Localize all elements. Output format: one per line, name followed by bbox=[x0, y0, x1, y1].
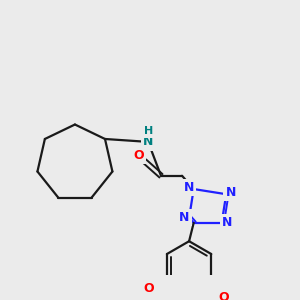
Text: O: O bbox=[219, 291, 230, 300]
Text: H: H bbox=[143, 126, 153, 136]
Text: O: O bbox=[134, 149, 144, 162]
Text: N: N bbox=[226, 186, 236, 199]
Text: O: O bbox=[143, 282, 154, 295]
Text: N: N bbox=[222, 216, 232, 230]
Text: N: N bbox=[184, 181, 194, 194]
Text: N: N bbox=[179, 211, 190, 224]
Text: N: N bbox=[143, 135, 153, 148]
